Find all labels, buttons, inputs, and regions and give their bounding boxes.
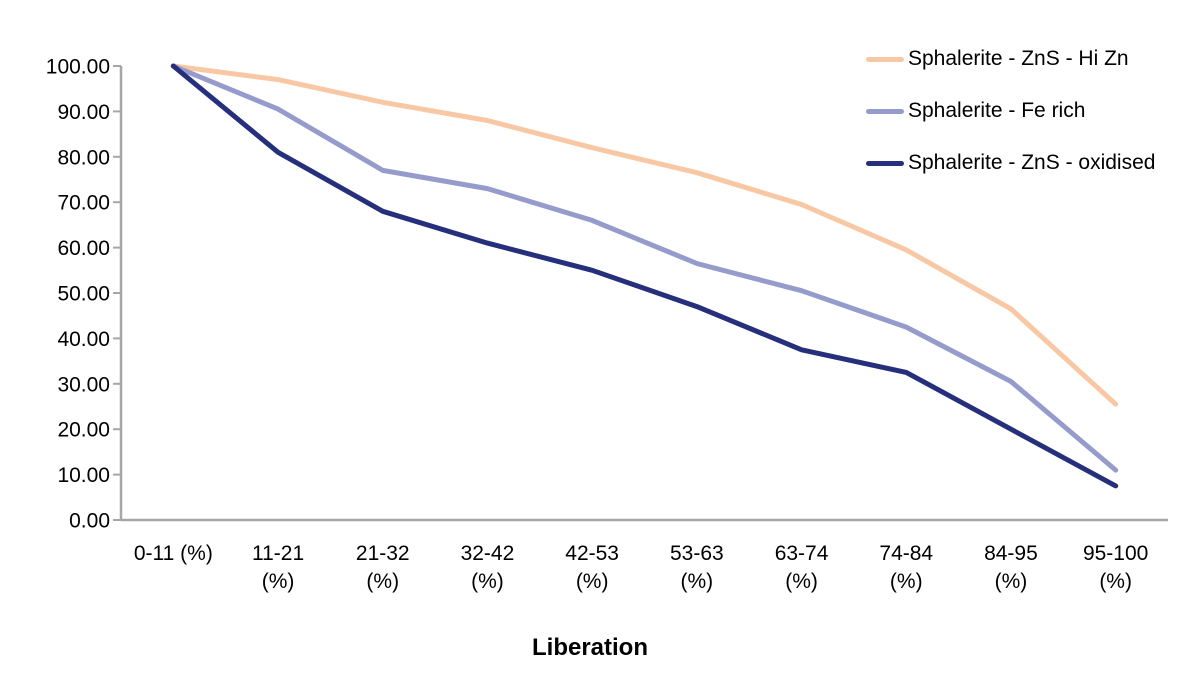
- y-tick-label: 80.00: [57, 146, 110, 169]
- x-tick-label: 95-100 (%): [1083, 542, 1148, 593]
- legend-item-oxidised: Sphalerite - ZnS - oxidised: [866, 151, 1156, 174]
- series-swatch-hi-zn: [866, 56, 904, 62]
- legend-label-hi-zn: Sphalerite - ZnS - Hi Zn: [908, 47, 1129, 70]
- x-tick-label: 21-32 (%): [356, 542, 410, 593]
- series-line-sphalerite-fe-rich: [170, 63, 1119, 473]
- legend-item-hi-zn: Sphalerite - ZnS - Hi Zn: [866, 47, 1155, 70]
- series-line-sphalerite-zns-oxidised: [170, 63, 1119, 489]
- legend-item-fe-rich: Sphalerite - Fe rich: [866, 99, 1155, 122]
- y-tick-label: 90.00: [57, 101, 110, 124]
- x-tick-label: 0-11 (%): [134, 542, 213, 565]
- y-tick-label: 0.00: [69, 510, 110, 533]
- series-swatch-fe-rich: [866, 108, 904, 114]
- y-tick-label: 100.00: [46, 56, 110, 79]
- y-tick-label: 10.00: [57, 464, 110, 487]
- y-tick-label: 70.00: [57, 192, 110, 215]
- series-line-sphalerite-zns-hi-zn: [170, 63, 1119, 407]
- series-swatch-oxidised: [866, 160, 904, 166]
- y-tick-label: 40.00: [57, 328, 110, 351]
- legend-label-oxidised: Sphalerite - ZnS - oxidised: [908, 151, 1156, 174]
- x-tick-label: 11-21 (%): [252, 542, 304, 593]
- x-tick-label: 53-63 (%): [670, 542, 724, 593]
- y-tick-label: 20.00: [57, 419, 110, 442]
- y-tick-label: 30.00: [57, 373, 110, 396]
- y-tick-label: 50.00: [57, 283, 110, 306]
- x-tick-label: 84-95 (%): [984, 542, 1038, 593]
- x-axis-title: Liberation: [531, 634, 648, 661]
- x-tick-label: 63-74 (%): [775, 542, 829, 593]
- legend: Sphalerite - ZnS - Hi Zn Sphalerite - Fe…: [866, 47, 1156, 174]
- x-tick-label: 32-42 (%): [461, 542, 515, 593]
- x-tick-label: 42-53 (%): [565, 542, 619, 593]
- legend-label-fe-rich: Sphalerite - Fe rich: [908, 99, 1086, 122]
- y-tick-label: 60.00: [57, 237, 110, 260]
- x-tick-label: 74-84 (%): [879, 542, 933, 593]
